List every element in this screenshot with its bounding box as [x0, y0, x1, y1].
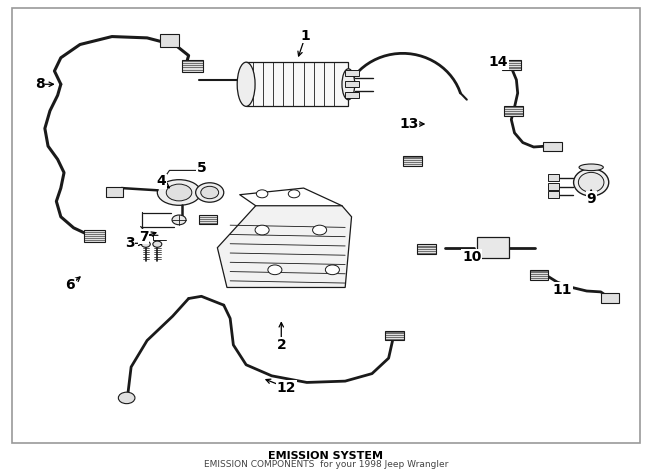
Circle shape	[325, 265, 340, 275]
Circle shape	[201, 186, 218, 199]
Ellipse shape	[172, 215, 186, 225]
Bar	[503, 106, 523, 116]
Text: EMISSION COMPONENTS  for your 1998 Jeep Wrangler: EMISSION COMPONENTS for your 1998 Jeep W…	[204, 460, 448, 469]
Text: 6: 6	[66, 278, 75, 292]
Text: 13: 13	[400, 117, 419, 131]
Ellipse shape	[166, 184, 192, 201]
Bar	[502, 60, 521, 70]
Ellipse shape	[342, 69, 355, 100]
Text: 3: 3	[125, 236, 135, 250]
Circle shape	[312, 225, 327, 235]
Bar	[477, 237, 509, 258]
Bar	[200, 216, 217, 224]
Bar	[160, 34, 179, 47]
Bar	[548, 191, 559, 198]
Bar	[417, 244, 436, 254]
Ellipse shape	[153, 241, 162, 247]
Circle shape	[118, 392, 135, 404]
Bar	[548, 174, 559, 181]
Text: 14: 14	[489, 55, 509, 69]
Bar	[246, 62, 348, 106]
Polygon shape	[217, 206, 351, 287]
Text: 1: 1	[301, 28, 310, 43]
Circle shape	[255, 225, 269, 235]
Circle shape	[196, 183, 224, 202]
Text: 4: 4	[156, 174, 166, 189]
Text: 10: 10	[462, 249, 481, 264]
Circle shape	[256, 190, 268, 198]
Text: 7: 7	[139, 230, 149, 244]
Ellipse shape	[578, 172, 604, 192]
Text: 8: 8	[35, 77, 44, 91]
Text: 5: 5	[196, 161, 206, 175]
Bar	[548, 183, 559, 190]
Ellipse shape	[579, 164, 603, 171]
Bar	[403, 156, 422, 166]
Text: 11: 11	[553, 283, 572, 297]
Circle shape	[268, 265, 282, 275]
Bar	[531, 270, 548, 279]
Bar	[85, 230, 105, 242]
Ellipse shape	[157, 180, 201, 205]
Ellipse shape	[574, 169, 609, 196]
Text: 12: 12	[276, 381, 296, 395]
Bar	[385, 331, 404, 341]
Text: EMISSION SYSTEM: EMISSION SYSTEM	[269, 451, 383, 461]
Text: 2: 2	[276, 338, 286, 352]
Circle shape	[288, 190, 300, 198]
Bar	[106, 187, 123, 197]
Text: 9: 9	[586, 192, 596, 206]
Bar	[183, 59, 203, 72]
Bar	[345, 81, 359, 87]
Bar	[600, 293, 619, 303]
Bar	[543, 142, 563, 152]
Bar	[345, 70, 359, 76]
Bar	[345, 92, 359, 98]
Ellipse shape	[237, 62, 255, 106]
Ellipse shape	[141, 241, 151, 247]
